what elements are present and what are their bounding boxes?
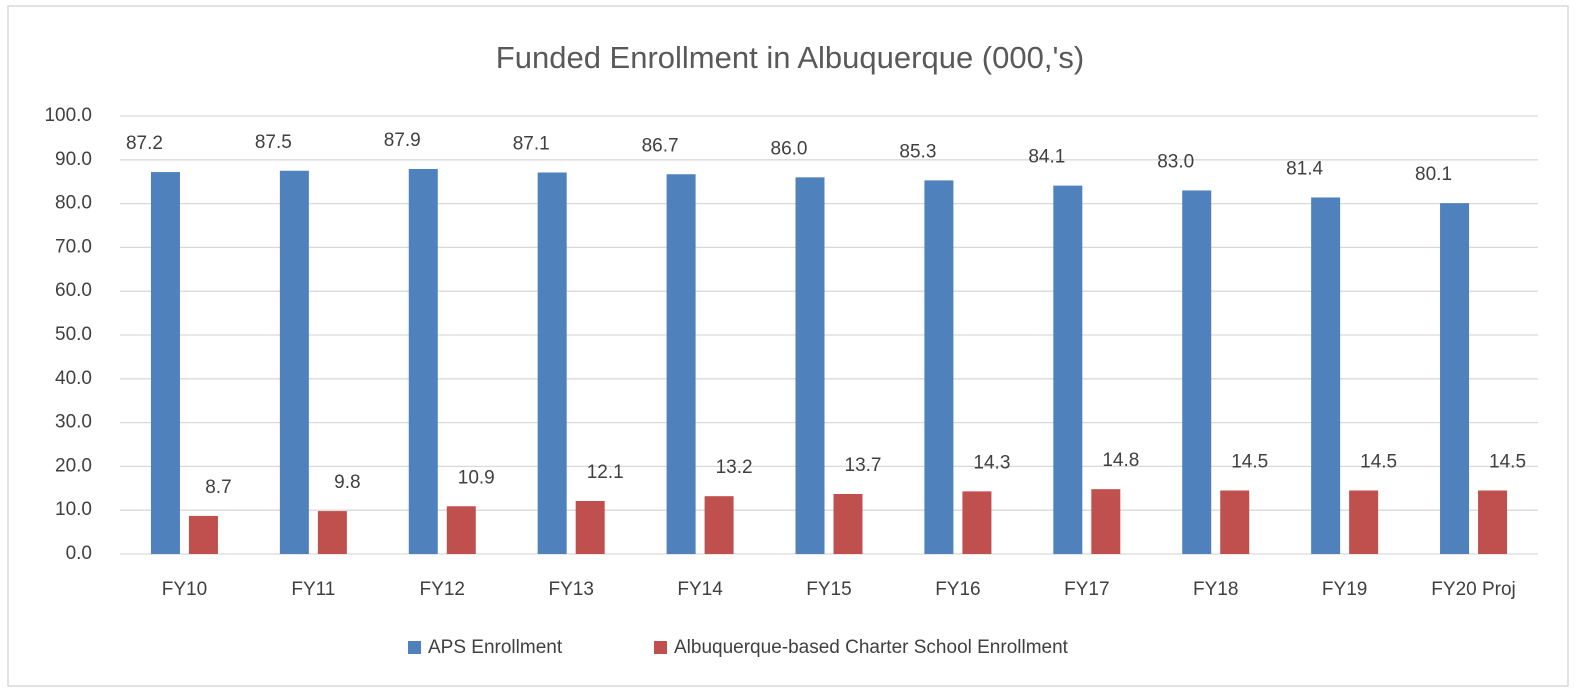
data-label: 12.1	[587, 462, 624, 483]
data-label: 86.7	[642, 135, 679, 156]
data-label: 8.7	[205, 477, 231, 498]
data-label: 87.2	[126, 133, 163, 154]
y-tick-label: 60.0	[55, 280, 92, 301]
data-label: 87.1	[513, 134, 550, 155]
data-label: 86.0	[771, 138, 808, 159]
y-tick-label: 10.0	[55, 499, 92, 520]
data-label: 14.5	[1360, 452, 1397, 473]
data-label: 87.5	[255, 132, 292, 153]
y-tick-label: 70.0	[55, 236, 92, 257]
x-tick-label: FY19	[1322, 579, 1367, 600]
bar	[1349, 490, 1379, 554]
y-tick-label: 0.0	[66, 543, 92, 564]
bar	[1182, 190, 1212, 554]
data-label: 87.9	[384, 130, 421, 151]
x-tick-label: FY11	[291, 579, 335, 600]
x-tick-label: FY20 Proj	[1431, 579, 1515, 600]
x-tick-label: FY17	[1064, 579, 1109, 600]
legend-swatch	[408, 641, 421, 654]
data-label: 83.0	[1157, 151, 1194, 172]
data-label: 10.9	[458, 467, 495, 488]
bar	[666, 174, 696, 554]
bar	[279, 170, 309, 554]
bar	[1440, 203, 1470, 555]
y-tick-label: 80.0	[55, 193, 92, 214]
bar	[924, 180, 954, 555]
x-tick-label: FY18	[1193, 579, 1238, 600]
bar	[1220, 490, 1250, 554]
bar	[1091, 489, 1121, 554]
bar	[833, 493, 863, 554]
x-tick-label: FY16	[935, 579, 980, 600]
bar	[704, 496, 734, 554]
legend-swatch	[654, 641, 667, 654]
bar	[150, 172, 180, 554]
legend-label: Albuquerque-based Charter School Enrollm…	[674, 637, 1069, 658]
data-label: 9.8	[334, 472, 360, 493]
bar	[188, 515, 218, 554]
legend-label: APS Enrollment	[428, 637, 563, 658]
x-tick-label: FY12	[420, 579, 465, 600]
data-label: 80.1	[1415, 164, 1452, 185]
x-tick-label: FY14	[677, 579, 723, 600]
data-label: 14.5	[1231, 452, 1268, 473]
data-label: 85.3	[899, 141, 936, 162]
bar	[1311, 197, 1341, 554]
y-tick-label: 50.0	[55, 324, 92, 345]
data-label: 14.5	[1489, 452, 1526, 473]
x-tick-label: FY15	[806, 579, 851, 600]
y-tick-label: 90.0	[55, 149, 92, 170]
bar	[962, 491, 992, 554]
data-label: 13.7	[845, 455, 882, 476]
y-tick-label: 30.0	[55, 412, 92, 433]
bar	[317, 511, 347, 554]
y-tick-label: 40.0	[55, 368, 92, 389]
bar	[446, 506, 476, 554]
y-tick-label: 20.0	[55, 455, 92, 476]
data-label: 13.2	[716, 457, 753, 478]
data-label: 84.1	[1028, 147, 1065, 168]
y-tick-label: 100.0	[44, 105, 92, 126]
chart-border	[7, 5, 1569, 687]
chart-title: Funded Enrollment in Albuquerque (000,'s…	[496, 40, 1084, 75]
bar	[795, 177, 825, 554]
bar	[575, 501, 605, 554]
bar	[408, 168, 438, 555]
data-label: 14.8	[1102, 450, 1139, 471]
bar	[1053, 185, 1083, 554]
x-tick-label: FY13	[548, 579, 593, 600]
bar	[1478, 490, 1508, 554]
x-tick-label: FY10	[162, 579, 207, 600]
data-label: 14.3	[973, 452, 1010, 473]
bar	[537, 172, 567, 554]
data-label: 81.4	[1286, 158, 1323, 179]
